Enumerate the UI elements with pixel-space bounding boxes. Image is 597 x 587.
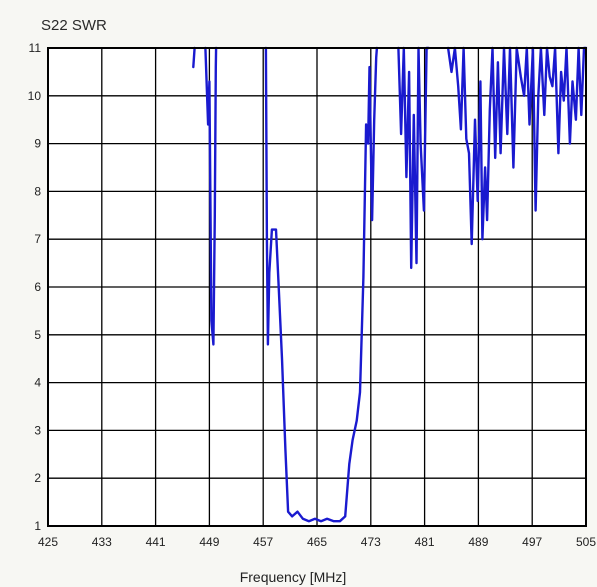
- x-tick-label: 449: [199, 535, 219, 549]
- y-tick-label: 10: [28, 89, 42, 103]
- y-axis-ticks: 1 2 3 4 5 6 7 8 9 10 11: [28, 41, 42, 533]
- x-tick-label: 497: [522, 535, 542, 549]
- swr-series-segment: [264, 46, 379, 523]
- x-axis-title: Frequency [MHz]: [240, 569, 347, 585]
- x-tick-label: 441: [146, 535, 166, 549]
- y-tick-label: 9: [34, 137, 41, 151]
- y-tick-label: 1: [34, 519, 41, 533]
- x-tick-label: 505: [576, 535, 596, 549]
- y-tick-label: 6: [34, 280, 41, 294]
- x-tick-label: 433: [92, 535, 112, 549]
- swr-series-segment: [192, 46, 196, 69]
- x-tick-label: 465: [307, 535, 327, 549]
- x-tick-label: 457: [253, 535, 273, 549]
- plot-frame: [47, 47, 587, 527]
- y-tick-label: 11: [29, 41, 42, 55]
- y-tick-label: 4: [34, 376, 41, 390]
- y-tick-label: 2: [34, 471, 41, 485]
- x-axis-ticks: 425 433 441 449 457 465 473 481 489 497 505: [38, 535, 596, 549]
- x-tick-label: 425: [38, 535, 58, 549]
- x-tick-label: 481: [415, 535, 435, 549]
- swr-series-segment: [204, 46, 218, 346]
- y-tick-label: 7: [34, 232, 41, 246]
- y-tick-label: 8: [34, 184, 41, 198]
- x-tick-label: 473: [361, 535, 381, 549]
- chart-title: S22 SWR: [41, 17, 107, 34]
- y-tick-label: 5: [34, 328, 41, 342]
- y-tick-label: 3: [34, 423, 41, 437]
- x-tick-label: 489: [468, 535, 488, 549]
